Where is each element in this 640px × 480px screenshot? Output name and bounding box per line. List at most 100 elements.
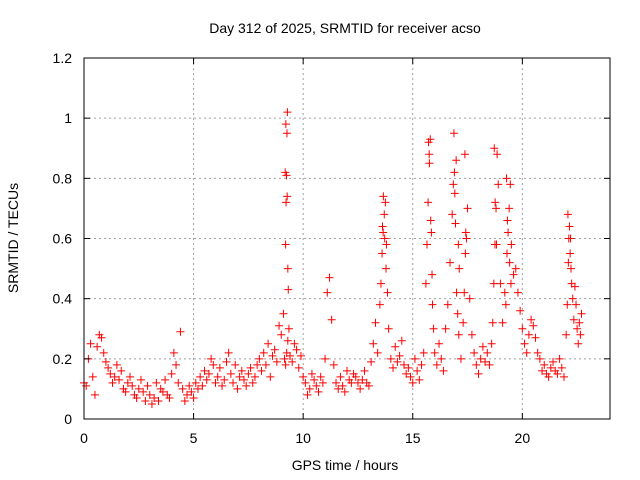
data-point bbox=[513, 288, 522, 297]
data-point bbox=[559, 372, 568, 381]
x-tick-label: 20 bbox=[515, 430, 531, 446]
data-point bbox=[318, 378, 327, 387]
data-point bbox=[364, 381, 373, 390]
data-point bbox=[535, 354, 544, 363]
data-point bbox=[577, 309, 586, 318]
data-point bbox=[136, 375, 145, 384]
data-point bbox=[202, 375, 211, 384]
data-point bbox=[106, 369, 115, 378]
data-point bbox=[200, 366, 209, 375]
data-point bbox=[261, 360, 270, 369]
data-point bbox=[540, 360, 549, 369]
y-tick-label: 0 bbox=[64, 411, 72, 427]
data-point bbox=[429, 324, 438, 333]
data-point bbox=[169, 348, 178, 357]
data-point bbox=[476, 354, 485, 363]
data-point bbox=[268, 351, 277, 360]
data-point bbox=[369, 339, 378, 348]
data-point bbox=[573, 324, 582, 333]
data-point bbox=[522, 348, 531, 357]
data-point bbox=[451, 219, 460, 228]
data-point bbox=[246, 363, 255, 372]
x-axis-label: GPS time / hours bbox=[292, 457, 399, 473]
data-point bbox=[174, 378, 183, 387]
data-point bbox=[378, 249, 387, 258]
data-point bbox=[421, 279, 430, 288]
data-point bbox=[104, 363, 113, 372]
data-point bbox=[126, 372, 135, 381]
data-point bbox=[533, 348, 542, 357]
data-point bbox=[576, 330, 585, 339]
data-point bbox=[502, 249, 511, 258]
data-point bbox=[460, 150, 469, 159]
data-point bbox=[402, 369, 411, 378]
data-point bbox=[439, 366, 448, 375]
data-point bbox=[529, 321, 538, 330]
data-point bbox=[461, 249, 470, 258]
data-point bbox=[498, 318, 507, 327]
data-point bbox=[428, 300, 437, 309]
data-point bbox=[432, 360, 441, 369]
data-point bbox=[257, 366, 266, 375]
data-point bbox=[356, 384, 365, 393]
data-point bbox=[343, 366, 351, 375]
data-point bbox=[454, 240, 463, 249]
data-point bbox=[568, 294, 577, 303]
data-point bbox=[310, 375, 319, 384]
data-point bbox=[544, 372, 553, 381]
data-point bbox=[207, 354, 216, 363]
data-point bbox=[563, 300, 572, 309]
data-point bbox=[570, 282, 579, 291]
data-point bbox=[572, 300, 581, 309]
x-tick-label: 0 bbox=[80, 430, 88, 446]
data-point bbox=[204, 369, 213, 378]
x-tick-label: 10 bbox=[295, 430, 311, 446]
data-point bbox=[437, 354, 446, 363]
gridlines bbox=[84, 58, 610, 419]
data-point bbox=[244, 369, 253, 378]
data-point bbox=[360, 366, 369, 375]
data-point bbox=[382, 264, 391, 273]
data-point bbox=[483, 348, 492, 357]
data-point bbox=[382, 240, 391, 249]
data-point bbox=[575, 318, 584, 327]
data-point bbox=[321, 354, 330, 363]
data-point bbox=[399, 360, 408, 369]
data-point bbox=[141, 396, 150, 405]
data-point bbox=[178, 384, 187, 393]
data-point bbox=[305, 384, 314, 393]
data-point bbox=[562, 330, 571, 339]
data-point bbox=[222, 357, 231, 366]
data-point bbox=[371, 318, 380, 327]
data-point bbox=[86, 339, 95, 348]
data-point bbox=[404, 363, 413, 372]
data-point bbox=[229, 378, 238, 387]
data-point bbox=[518, 324, 527, 333]
data-point bbox=[425, 159, 434, 168]
data-point bbox=[283, 108, 292, 117]
data-point bbox=[574, 339, 583, 348]
data-point bbox=[139, 387, 148, 396]
data-point bbox=[189, 393, 198, 402]
data-point bbox=[314, 387, 323, 396]
data-point bbox=[167, 369, 176, 378]
axes: 0 0.2 0.4 0.6 0.8 1 1.2 0 5 10 15 20 bbox=[53, 50, 610, 446]
data-point bbox=[134, 384, 143, 393]
data-point bbox=[101, 357, 110, 366]
data-point bbox=[158, 387, 167, 396]
data-point bbox=[417, 360, 426, 369]
data-point bbox=[264, 339, 273, 348]
data-point bbox=[494, 180, 503, 189]
y-tick-label: 0.8 bbox=[53, 170, 73, 186]
data-point bbox=[193, 384, 202, 393]
data-point bbox=[196, 372, 205, 381]
data-point bbox=[492, 240, 501, 249]
data-point bbox=[248, 378, 257, 387]
data-point bbox=[557, 363, 566, 372]
data-point bbox=[427, 228, 436, 237]
data-point bbox=[406, 372, 415, 381]
data-point bbox=[294, 363, 303, 372]
data-points bbox=[80, 108, 586, 408]
data-point bbox=[290, 339, 299, 348]
data-point bbox=[299, 372, 308, 381]
